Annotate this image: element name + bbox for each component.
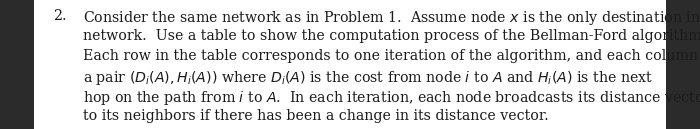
Bar bbox=[666, 0, 700, 129]
Text: hop on the path from $i$ to $A$.  In each iteration, each node broadcasts its di: hop on the path from $i$ to $A$. In each… bbox=[83, 89, 700, 107]
Text: Each row in the table corresponds to one iteration of the algorithm, and each co: Each row in the table corresponds to one… bbox=[83, 49, 700, 63]
Text: 2.: 2. bbox=[53, 9, 66, 23]
Text: to its neighbors if there has been a change in its distance vector.: to its neighbors if there has been a cha… bbox=[83, 109, 548, 123]
Text: network.  Use a table to show the computation process of the Bellman-Ford algori: network. Use a table to show the computa… bbox=[83, 29, 700, 43]
Text: Consider the same network as in Problem 1.  Assume node $x$ is the only destinat: Consider the same network as in Problem … bbox=[83, 9, 700, 27]
Bar bbox=[0, 0, 34, 129]
Text: a pair $(D_i(A), H_i(A))$ where $D_i(A)$ is the cost from node $i$ to $A$ and $H: a pair $(D_i(A), H_i(A))$ where $D_i(A)$… bbox=[83, 69, 652, 87]
